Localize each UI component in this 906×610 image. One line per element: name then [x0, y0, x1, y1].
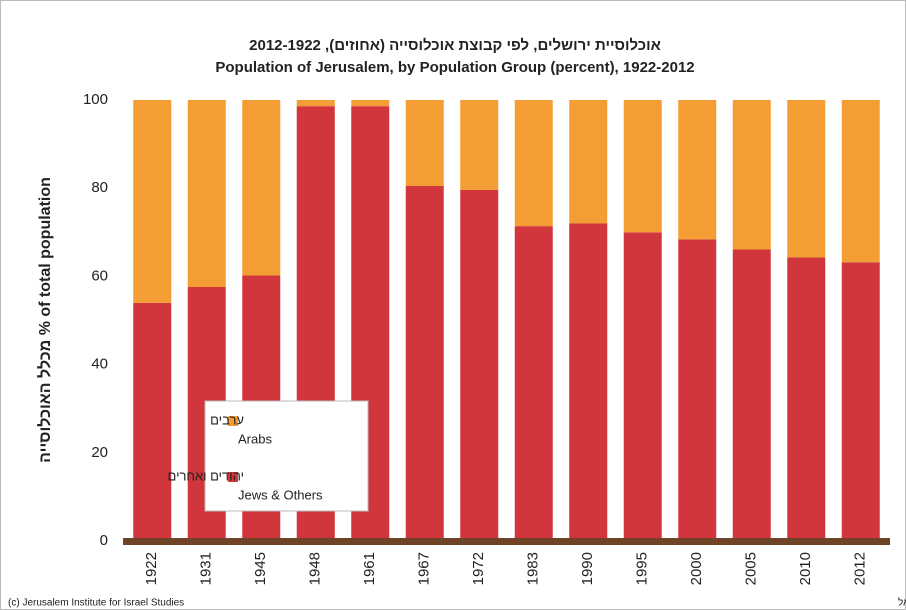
x-tick-label: 2012	[852, 552, 869, 585]
bar-segment	[242, 100, 281, 276]
bar-segment	[296, 100, 335, 107]
y-tick-label: 0	[100, 532, 108, 549]
x-tick-label: 1967	[416, 552, 433, 585]
bar-segment	[514, 226, 553, 541]
footer-left: (c) Jerusalem Institute for Israel Studi…	[8, 598, 184, 609]
x-tick-label: 2000	[688, 552, 705, 585]
x-tick-label: 2010	[797, 552, 814, 585]
legend-swatch	[228, 472, 238, 482]
x-tick-label: 2005	[743, 552, 760, 585]
legend-label: ערבים	[210, 412, 244, 427]
chart-subtitle: Population of Jerusalem, by Population G…	[215, 59, 694, 76]
bar-segment	[133, 302, 172, 541]
bar-segment	[514, 100, 553, 227]
bar-segment	[133, 100, 172, 303]
y-tick-label: 100	[83, 91, 108, 108]
bar-segment	[623, 232, 662, 542]
bar-segment	[787, 257, 826, 541]
bar-segment	[678, 239, 717, 541]
x-tick-label: 1931	[198, 552, 215, 585]
bar-segment	[187, 100, 226, 287]
legend-label-en: Arabs	[238, 431, 272, 446]
legend-label: יהודים ואחרים	[168, 468, 244, 483]
bar-segment	[569, 223, 608, 542]
bar-segment	[623, 100, 662, 233]
bar-segment	[841, 262, 880, 541]
chart-title: אוכלוסיית ירושלים, לפי קבוצת אוכלוסייה (…	[249, 37, 661, 54]
bar-segment	[405, 185, 444, 541]
y-tick-label: 80	[91, 179, 108, 196]
x-tick-label: 1948	[307, 552, 324, 585]
y-tick-label: 20	[91, 444, 108, 461]
bar-segment	[732, 249, 771, 541]
x-tick-label: 1961	[361, 552, 378, 585]
bar-segment	[460, 189, 499, 542]
y-axis-label: מכלל האוכלוסייה % of total population	[36, 177, 54, 463]
bar-segment	[787, 100, 826, 258]
legend-label-en: Jews & Others	[238, 487, 323, 502]
bar-segment	[351, 100, 390, 107]
bar-segment	[732, 100, 771, 250]
x-tick-label: 1995	[634, 552, 651, 585]
bar-segment	[841, 100, 880, 263]
baseline	[123, 538, 890, 545]
x-tick-label: 1922	[143, 552, 160, 585]
bar-segment	[405, 100, 444, 186]
x-tick-label: 1983	[525, 552, 542, 585]
bar-segment	[678, 100, 717, 240]
bar-segment	[460, 100, 499, 190]
y-tick-label: 60	[91, 267, 108, 284]
x-tick-label: 1972	[470, 552, 487, 585]
legend-swatch	[228, 416, 238, 426]
y-tick-label: 40	[91, 356, 108, 373]
x-tick-label: 1945	[252, 552, 269, 585]
footer-right: (c) מכון ירושלים לחקר ישראל	[898, 597, 906, 609]
bar-segment	[569, 100, 608, 224]
x-tick-label: 1990	[579, 552, 596, 585]
